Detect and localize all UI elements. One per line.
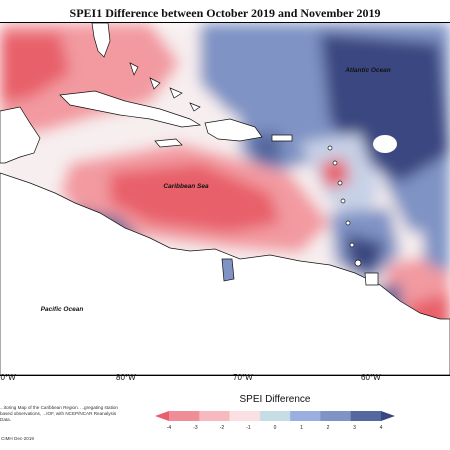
- legend-tick-label: 0: [273, 425, 277, 431]
- legend-tick-label: -3: [193, 425, 198, 431]
- florida-landmass: [91, 23, 111, 58]
- mexico-landmass: [0, 106, 41, 164]
- legend-swatch: [350, 411, 382, 421]
- lon-label-90w: 90°W: [0, 373, 16, 382]
- legend-title: SPEI Difference: [239, 394, 311, 405]
- lon-label-70w: 70°W: [233, 373, 253, 382]
- legend-swatch: [320, 411, 352, 421]
- legend-tick-label: -1: [246, 425, 251, 431]
- legend-tick-label: 4: [379, 425, 383, 431]
- legend-swatch: [259, 411, 291, 421]
- atlantic-label: Atlantic Ocean: [344, 67, 391, 74]
- legend-arrow-right: [381, 411, 395, 421]
- legend-swatch: [229, 411, 261, 421]
- credit-text: ...itoring Map of the Caribbean Region. …: [0, 405, 118, 422]
- legend-tick-label: 3: [353, 425, 356, 431]
- hispaniola-landmass: [204, 118, 263, 142]
- clear-spot: [373, 135, 397, 153]
- legend-tick-label: 2: [326, 425, 330, 431]
- lon-label-80w: 80°W: [116, 373, 136, 382]
- legend-arrow-left: [155, 411, 169, 421]
- legend-tick-label: -2: [219, 425, 225, 431]
- legend-swatch: [169, 411, 200, 421]
- cuba-landmass: [59, 90, 202, 128]
- jamaica-landmass: [154, 138, 183, 148]
- puerto-rico-landmass: [271, 134, 293, 142]
- legend-colorbar: [155, 411, 395, 421]
- legend-tick-label: -4: [166, 425, 172, 431]
- anomaly-field: [0, 23, 450, 375]
- copyright-text: CIMH Dec-2019: [1, 436, 34, 441]
- legend-tick-label: 1: [300, 425, 303, 431]
- caribbean-label: Caribbean Sea: [163, 183, 209, 190]
- pacific-label: Pacific Ocean: [41, 306, 84, 313]
- land-masses: [0, 23, 450, 375]
- spei-map: Atlantic Ocean Caribbean Sea Pacific Oce…: [0, 22, 450, 376]
- legend-swatch: [290, 411, 321, 421]
- map-canvas: Atlantic Ocean Caribbean Sea Pacific Oce…: [0, 23, 450, 375]
- legend-swatch: [199, 411, 231, 421]
- lon-label-60w: 60°W: [361, 373, 381, 382]
- map-title: SPEI1 Difference between October 2019 an…: [69, 6, 381, 20]
